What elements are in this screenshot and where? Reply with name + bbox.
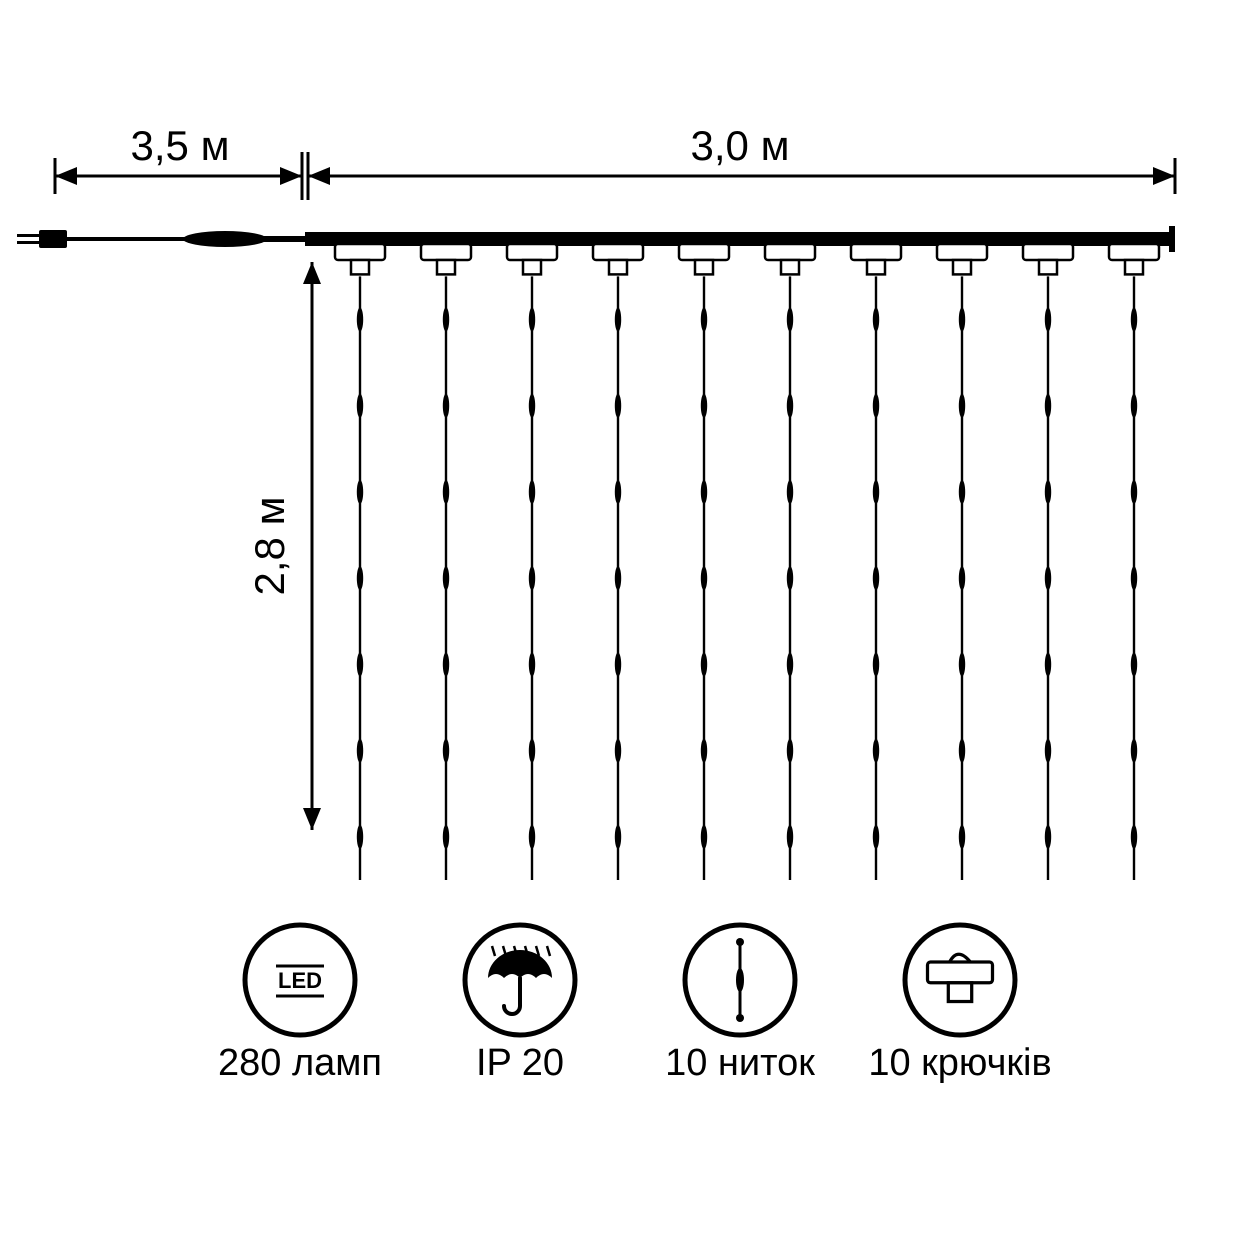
light-bead	[959, 739, 965, 763]
light-bead	[357, 566, 363, 590]
light-bead	[1131, 308, 1137, 332]
light-bead	[701, 739, 707, 763]
spec-strand	[685, 925, 795, 1035]
light-bead	[787, 480, 793, 504]
light-bead	[529, 739, 535, 763]
light-bead	[1045, 480, 1051, 504]
light-bead	[615, 480, 621, 504]
light-bead	[529, 480, 535, 504]
light-bead	[873, 739, 879, 763]
light-bead	[529, 566, 535, 590]
light-bead	[1131, 566, 1137, 590]
light-bead	[1131, 652, 1137, 676]
light-bead	[615, 825, 621, 849]
light-bead	[529, 394, 535, 418]
light-bead	[787, 394, 793, 418]
light-bead	[1131, 394, 1137, 418]
light-bead	[529, 825, 535, 849]
light-bead	[615, 652, 621, 676]
light-bead	[959, 566, 965, 590]
light-bead	[873, 394, 879, 418]
light-bead	[873, 480, 879, 504]
light-bead	[1045, 566, 1051, 590]
light-bead	[873, 825, 879, 849]
light-bead	[1131, 825, 1137, 849]
light-bead	[787, 739, 793, 763]
light-bead	[443, 566, 449, 590]
light-bead	[959, 825, 965, 849]
spec-label-strand: 10 ниток	[665, 1042, 815, 1084]
light-bead	[959, 652, 965, 676]
light-bead	[357, 394, 363, 418]
curtain-width-label: 3,0 м	[691, 122, 790, 169]
light-bead	[615, 739, 621, 763]
light-bead	[959, 480, 965, 504]
light-bead	[357, 825, 363, 849]
light-bead	[787, 652, 793, 676]
spec-label-umbrella: IP 20	[476, 1042, 564, 1084]
light-bead	[357, 480, 363, 504]
light-bead	[443, 394, 449, 418]
light-bead	[1045, 825, 1051, 849]
light-bead	[959, 308, 965, 332]
light-bead	[787, 825, 793, 849]
cable-length-label: 3,5 м	[131, 122, 230, 169]
spec-label-led: 280 ламп	[218, 1042, 382, 1084]
light-bead	[529, 308, 535, 332]
light-bead	[1131, 739, 1137, 763]
light-bead	[701, 825, 707, 849]
light-bead	[701, 394, 707, 418]
light-bead	[357, 652, 363, 676]
curtain-height-label: 2,8 м	[246, 497, 293, 596]
light-bead	[1045, 308, 1051, 332]
light-bead	[443, 480, 449, 504]
light-bead	[615, 394, 621, 418]
light-bead	[701, 652, 707, 676]
light-bead	[615, 308, 621, 332]
light-bead	[873, 652, 879, 676]
light-bead	[357, 739, 363, 763]
light-bead	[787, 308, 793, 332]
light-bead	[443, 825, 449, 849]
light-bead	[1131, 480, 1137, 504]
light-bead	[873, 566, 879, 590]
light-bead	[615, 566, 621, 590]
light-bead	[701, 308, 707, 332]
light-bead	[1045, 652, 1051, 676]
light-bead	[443, 308, 449, 332]
spec-umbrella	[465, 925, 575, 1035]
light-bead	[443, 652, 449, 676]
light-bead	[357, 308, 363, 332]
light-bead	[873, 308, 879, 332]
light-bead	[1045, 739, 1051, 763]
product-dimension-diagram: 3,5 м 3,0 м 2,8 м LED 280 ламп IP 20 10 ниток 1…	[0, 0, 1240, 1240]
spec-label-hook: 10 крючків	[868, 1042, 1051, 1084]
light-bead	[701, 566, 707, 590]
light-bead	[1045, 394, 1051, 418]
led-icon-text: LED	[278, 968, 322, 993]
light-bead	[787, 566, 793, 590]
light-bead	[701, 480, 707, 504]
light-bead	[959, 394, 965, 418]
light-bead	[529, 652, 535, 676]
light-bead	[443, 739, 449, 763]
